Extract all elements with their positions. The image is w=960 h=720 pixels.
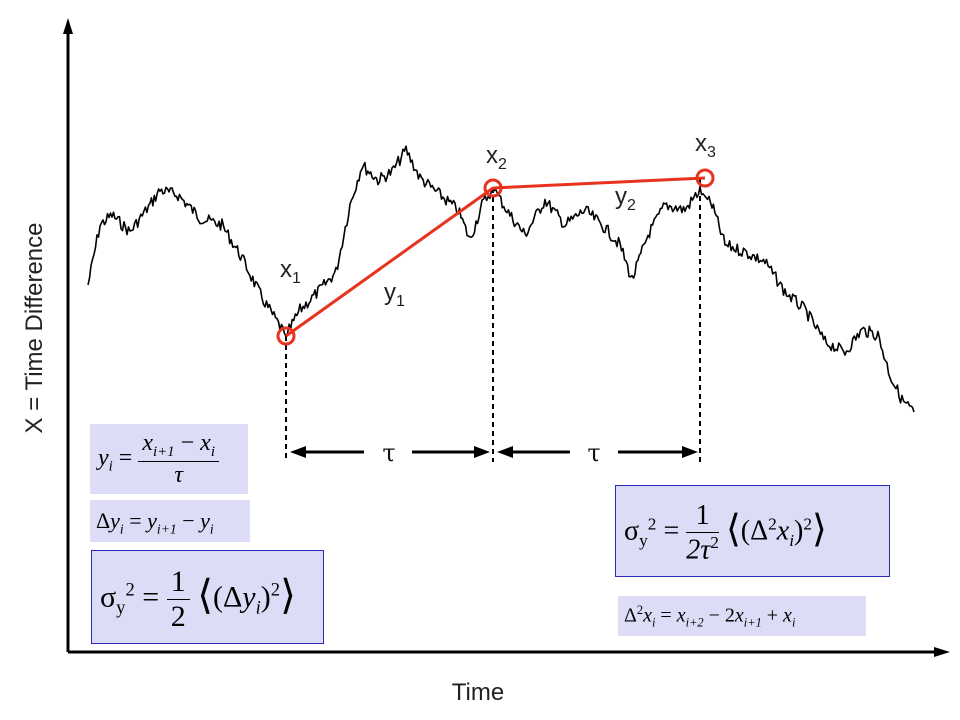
segment-y2 — [492, 176, 706, 190]
segment-y1 — [285, 186, 494, 338]
time-difference-trace — [87, 145, 915, 413]
label-x3: x3 — [695, 130, 716, 161]
tau-label-1: τ — [382, 439, 395, 467]
y-axis-label: X = Time Difference — [21, 223, 48, 434]
point-x1-marker — [276, 326, 296, 346]
x-axis-label: Time — [452, 679, 504, 706]
tau-label-2: τ — [587, 439, 600, 467]
y-axis-arrow — [63, 18, 73, 34]
point-x2-marker — [483, 178, 503, 198]
label-y1: y1 — [384, 279, 405, 310]
label-x1: x1 — [280, 256, 301, 287]
tau-interval-2: τ — [497, 439, 698, 467]
equation-yi-definition: yi = xi+1 − xi τ — [90, 424, 248, 494]
equation-second-difference: Δ2xi = xi+2 − 2xi+1 + xi — [618, 596, 866, 636]
point-x3-marker — [695, 168, 715, 188]
equation-delta-y: Δyi = yi+1 − yi — [90, 500, 250, 542]
equation-sigma-second-difference: σy2 = 1 2τ2 ⟨(Δ2xi)2⟩ — [615, 485, 890, 577]
tau-interval-1: τ — [290, 439, 490, 467]
label-x2: x2 — [486, 142, 507, 173]
label-y2: y2 — [615, 183, 636, 214]
x-axis-arrow — [934, 647, 950, 657]
